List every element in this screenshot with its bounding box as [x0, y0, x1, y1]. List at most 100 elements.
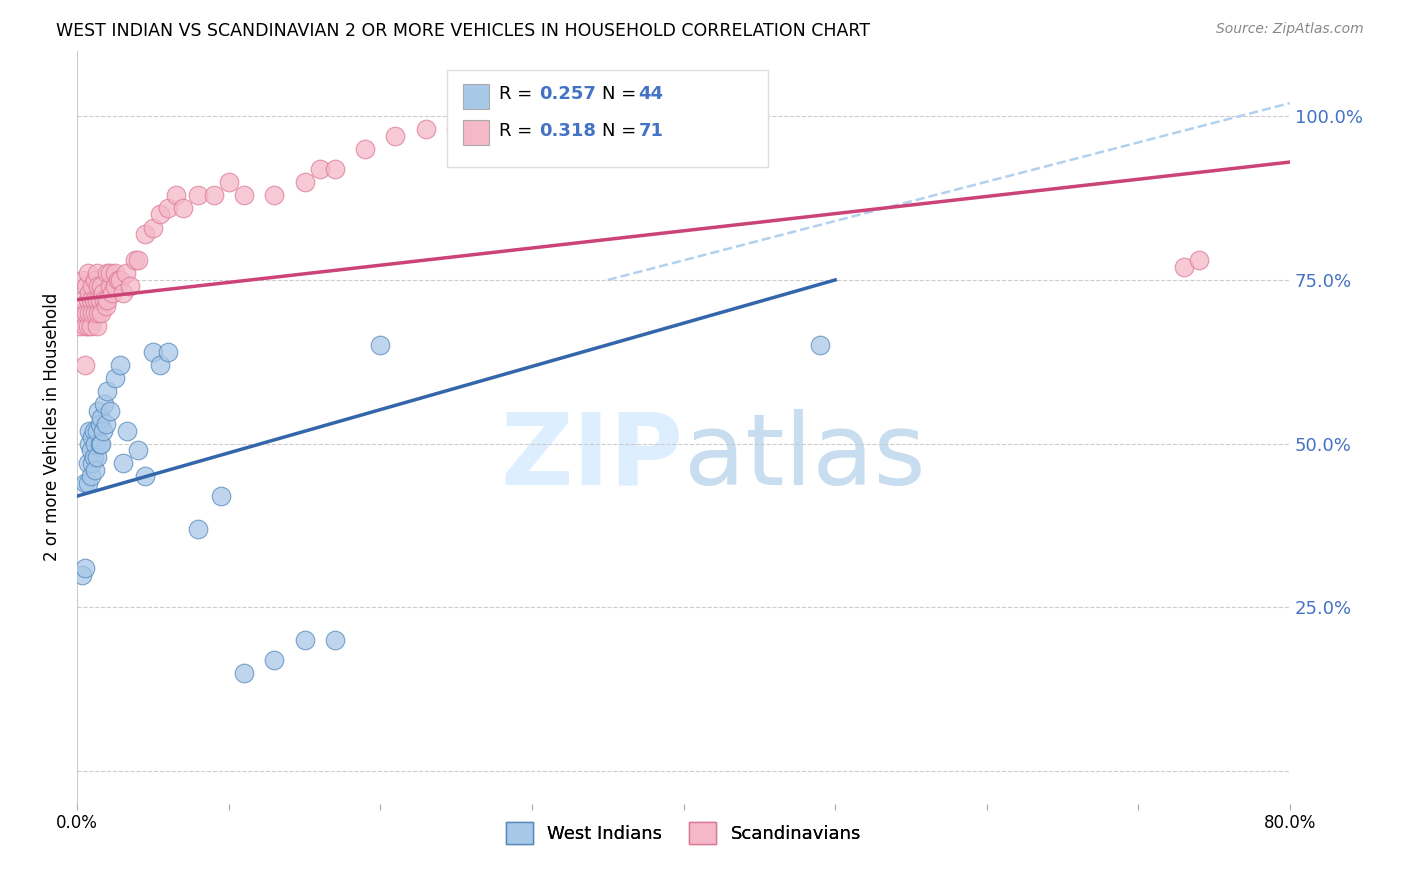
Point: [72, 293, 94, 307]
Point: [90, 436, 112, 450]
Point: [134, 227, 156, 241]
Point: [1188, 253, 1211, 268]
Point: [142, 345, 165, 359]
Point: [82, 306, 104, 320]
Point: [89, 293, 111, 307]
Point: [120, 279, 142, 293]
FancyBboxPatch shape: [463, 84, 489, 109]
Point: [84, 306, 107, 320]
Point: [134, 469, 156, 483]
Point: [100, 266, 122, 280]
Point: [124, 253, 146, 268]
Point: [86, 266, 108, 280]
Text: R =: R =: [499, 122, 538, 140]
Text: 0.318: 0.318: [540, 122, 596, 140]
Point: [76, 318, 98, 333]
Point: [93, 293, 115, 307]
Point: [76, 266, 98, 280]
Point: [77, 286, 100, 301]
Point: [93, 397, 115, 411]
Point: [76, 475, 98, 490]
Point: [94, 417, 117, 431]
Point: [149, 358, 172, 372]
Point: [165, 187, 187, 202]
Point: [89, 417, 111, 431]
Point: [127, 443, 149, 458]
Point: [90, 306, 112, 320]
Point: [354, 142, 377, 156]
Point: [75, 279, 97, 293]
Point: [115, 424, 138, 438]
Text: 71: 71: [638, 122, 664, 140]
Point: [80, 443, 103, 458]
Point: [82, 456, 104, 470]
Point: [111, 456, 134, 470]
Point: [96, 384, 118, 399]
Point: [77, 436, 100, 450]
Point: [157, 345, 180, 359]
Point: [96, 266, 118, 280]
Point: [80, 469, 103, 483]
Point: [89, 436, 111, 450]
Point: [73, 358, 96, 372]
Point: [232, 187, 254, 202]
Point: [232, 665, 254, 680]
Point: [415, 122, 437, 136]
Point: [294, 175, 316, 189]
Point: [108, 273, 131, 287]
Point: [73, 561, 96, 575]
Legend: West Indians, Scandinavians: West Indians, Scandinavians: [499, 815, 869, 852]
Point: [80, 293, 103, 307]
Point: [100, 404, 122, 418]
Point: [202, 187, 225, 202]
Point: [323, 633, 346, 648]
Point: [72, 273, 94, 287]
Point: [107, 273, 129, 287]
Point: [142, 220, 165, 235]
Text: WEST INDIAN VS SCANDINAVIAN 2 OR MORE VEHICLES IN HOUSEHOLD CORRELATION CHART: WEST INDIAN VS SCANDINAVIAN 2 OR MORE VE…: [56, 22, 870, 40]
Point: [444, 122, 467, 136]
Point: [491, 109, 513, 123]
Point: [83, 450, 105, 464]
FancyBboxPatch shape: [447, 70, 769, 168]
Point: [127, 253, 149, 268]
Point: [1173, 260, 1195, 274]
Point: [82, 430, 104, 444]
Point: [84, 463, 107, 477]
Point: [87, 279, 110, 293]
Point: [308, 161, 330, 176]
Point: [86, 450, 108, 464]
Point: [86, 424, 108, 438]
Point: [87, 404, 110, 418]
Point: [114, 266, 136, 280]
Point: [104, 279, 127, 293]
FancyBboxPatch shape: [463, 120, 489, 145]
Point: [384, 128, 406, 143]
Point: [294, 633, 316, 648]
Text: N =: N =: [602, 86, 643, 103]
Point: [108, 358, 131, 372]
Point: [218, 175, 240, 189]
Point: [370, 338, 392, 352]
Point: [86, 293, 108, 307]
Point: [149, 207, 172, 221]
Point: [612, 128, 634, 143]
Text: 0.257: 0.257: [540, 86, 596, 103]
Point: [84, 273, 107, 287]
Point: [808, 338, 831, 352]
Text: N =: N =: [602, 122, 643, 140]
Point: [100, 279, 122, 293]
Point: [73, 318, 96, 333]
Point: [209, 489, 232, 503]
Point: [83, 424, 105, 438]
Point: [90, 279, 112, 293]
Text: ZIP: ZIP: [501, 409, 683, 506]
Point: [263, 187, 285, 202]
Point: [82, 279, 104, 293]
Point: [101, 286, 124, 301]
Point: [90, 410, 112, 425]
Point: [520, 109, 543, 123]
Point: [86, 318, 108, 333]
Point: [84, 436, 107, 450]
Point: [80, 318, 103, 333]
